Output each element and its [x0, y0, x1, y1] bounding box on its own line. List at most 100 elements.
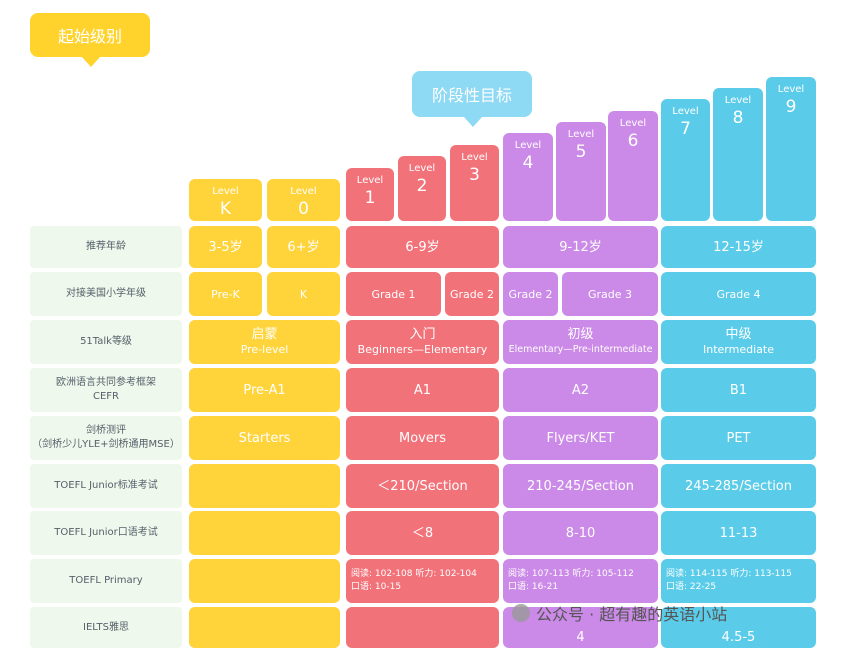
toefl-std-blue-cell: 245-285/Section	[661, 464, 816, 508]
cell-text: 阅读: 114-115 听力: 113-115	[666, 569, 792, 579]
cell-subtext: 口语: 16-21	[508, 582, 559, 592]
cell-text: 阅读: 107-113 听力: 105-112	[508, 569, 634, 579]
level-1-tile: Level 1	[346, 168, 394, 221]
ielts-yellow-cell	[189, 607, 340, 648]
toefl-oral-red-cell: ＜8	[346, 511, 499, 555]
level-word: Level	[408, 163, 436, 174]
cell-text: Grade 2	[508, 287, 553, 301]
cell-text: Flyers/KET	[546, 430, 615, 446]
level-number: 0	[298, 199, 309, 219]
ielts-red-cell	[346, 607, 499, 648]
row-label-cefr: 欧洲语言共同参考框架 CEFR	[30, 368, 182, 412]
goal-bubble: 阶段性目标	[412, 71, 532, 127]
cambridge-red-cell: Movers	[346, 416, 499, 460]
cell-text: 启蒙	[251, 327, 278, 342]
level-7-tile: Level 7	[661, 99, 710, 221]
cell-subtext: Intermediate	[703, 343, 774, 356]
row-label-grade: 对接美国小学年级	[30, 272, 182, 316]
cambridge-yellow-cell: Starters	[189, 416, 340, 460]
toefl-std-purple-cell: 210-245/Section	[503, 464, 658, 508]
goal-label: 阶段性目标	[431, 86, 512, 105]
level-word: Level	[567, 129, 595, 140]
cell-text: Grade 4	[716, 287, 761, 301]
watermark: 公众号 · 超有趣的英语小站	[512, 598, 727, 628]
cell-subtext: Elementary—Pre-intermediate	[508, 344, 653, 355]
cambridge-purple-cell: Flyers/KET	[503, 416, 658, 460]
level-number: 1	[364, 188, 376, 208]
cefr-yellow-cell: Pre-A1	[189, 368, 340, 412]
level-word: Level	[777, 84, 805, 95]
cell-text: 入门	[409, 327, 436, 342]
grade-0-cell: K	[267, 272, 340, 316]
row-label-ielts: IELTS雅思	[30, 607, 182, 648]
toefl-oral-purple-cell: 8-10	[503, 511, 658, 555]
row-label-51talk: 51Talk等级	[30, 320, 182, 364]
cell-text: 初级	[567, 327, 594, 342]
row-label-toefl-oral: TOEFL Junior口语考试	[30, 511, 182, 555]
toefl-oral-blue-cell: 11-13	[661, 511, 816, 555]
level-word: Level	[461, 152, 488, 163]
grade-1-cell: Grade 1	[346, 272, 441, 316]
level-word: Level	[514, 140, 542, 151]
level-4-tile: Level 4	[503, 133, 553, 221]
level-number: 5	[575, 142, 587, 162]
row-label-cambridge: 剑桥测评 （剑桥少儿YLE+剑桥通用MSE）	[30, 416, 182, 460]
label-text: 推荐年龄	[86, 241, 126, 252]
level-word: Level	[619, 118, 647, 129]
cell-subtext: Pre-level	[240, 343, 289, 356]
cell-text: ＜210/Section	[377, 478, 468, 494]
cell-text: Pre-A1	[243, 382, 286, 398]
level-8-tile: Level 8	[713, 88, 763, 221]
toefl-oral-yellow-cell	[189, 511, 340, 555]
age-0-cell: 6+岁	[267, 226, 340, 268]
level-number: 4	[522, 153, 534, 173]
level-word: Level	[290, 186, 317, 197]
age-purple-cell: 9-12岁	[503, 226, 658, 268]
grade-56-cell: Grade 3	[562, 272, 658, 316]
cell-text: 245-285/Section	[685, 478, 792, 494]
level-5-tile: Level 5	[556, 122, 606, 221]
level-word: Level	[356, 175, 384, 186]
cell-text: Grade 2	[449, 287, 495, 301]
grade-k-cell: Pre-K	[189, 272, 262, 316]
talk-blue-cell: 中级 Intermediate	[661, 320, 816, 364]
cell-text: 210-245/Section	[527, 478, 634, 494]
level-number: 6	[627, 131, 639, 151]
level-0-tile: Level 0	[267, 179, 340, 221]
cell-text: 6-9岁	[405, 239, 440, 255]
cell-text: 11-13	[719, 525, 758, 541]
cell-text: K	[299, 287, 308, 301]
start-level-label: 起始级别	[57, 27, 122, 46]
cefr-red-cell: A1	[346, 368, 499, 412]
toefl-primary-blue-cell: 阅读: 114-115 听力: 113-115 口语: 22-25	[661, 559, 816, 603]
label-text: 51Talk等级	[80, 336, 132, 347]
cell-text: Movers	[399, 430, 446, 446]
cell-text: ＜8	[411, 525, 434, 541]
level-3-tile: Level 3	[450, 145, 499, 221]
cell-text: 4.5-5	[721, 630, 756, 645]
talk-purple-cell: 初级 Elementary—Pre-intermediate	[503, 320, 658, 364]
label-subtext: CEFR	[92, 391, 119, 402]
level-word: Level	[724, 95, 752, 106]
grade-4-cell: Grade 2	[503, 272, 558, 316]
cell-text: Pre-K	[211, 287, 240, 301]
grade-blue-cell: Grade 4	[661, 272, 816, 316]
label-text: 欧洲语言共同参考框架	[56, 377, 156, 388]
level-word: Level	[672, 106, 699, 117]
cell-text: 中级	[725, 327, 752, 342]
level-number: 7	[680, 119, 691, 139]
cefr-purple-cell: A2	[503, 368, 658, 412]
wechat-icon	[512, 604, 530, 622]
cell-text: Starters	[238, 430, 291, 446]
level-number: 3	[469, 165, 480, 185]
cell-text: 4	[576, 630, 585, 645]
level-9-tile: Level 9	[766, 77, 816, 221]
level-number: 9	[785, 97, 797, 117]
level-6-tile: Level 6	[608, 111, 658, 221]
start-level-bubble: 起始级别	[30, 13, 150, 67]
talk-red-cell: 入门 Beginners—Elementary	[346, 320, 499, 364]
toefl-std-yellow-cell	[189, 464, 340, 508]
age-red-cell: 6-9岁	[346, 226, 499, 268]
cell-subtext: 口语: 10-15	[351, 582, 402, 592]
level-2-tile: Level 2	[398, 156, 446, 221]
